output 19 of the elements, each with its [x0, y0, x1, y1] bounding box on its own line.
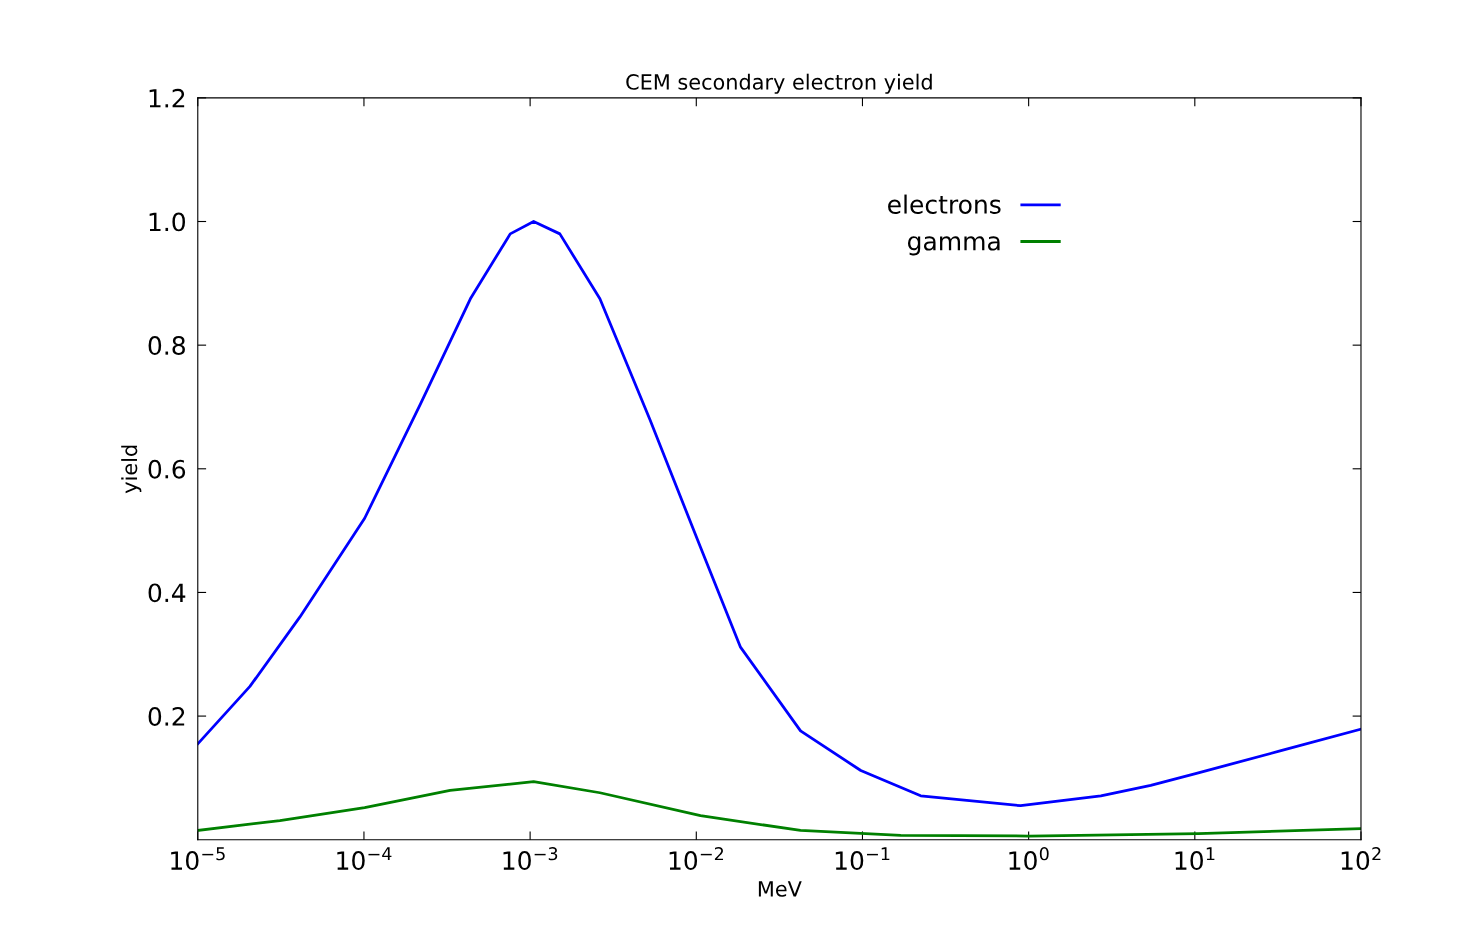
- y-tick-label: 0.2: [148, 707, 185, 726]
- x-axis-title: MeV: [758, 881, 802, 897]
- x-tick-label: 10$^{1}$: [1175, 847, 1215, 871]
- y-tick-label: 0.4: [148, 583, 186, 603]
- x-tick-label: 10$^{−2}$: [669, 847, 724, 870]
- y-tick-label: 0.6: [148, 459, 186, 479]
- x-tick-label: 10$^{−1}$: [835, 847, 890, 871]
- y-tick-label: 1.2: [149, 88, 185, 108]
- y-axis-title: yield: [121, 445, 142, 494]
- x-tick-label: 10$^{−3}$: [503, 847, 558, 870]
- legend-label: gamma: [907, 236, 1000, 256]
- x-tick-label: 10$^{0}$: [1009, 847, 1049, 870]
- x-tick-label: 10$^{−4}$: [337, 847, 392, 871]
- y-tick-label: 0.8: [148, 336, 185, 355]
- x-tick-label: 10$^{−5}$: [171, 847, 225, 871]
- y-tick-label: 1.0: [149, 212, 185, 232]
- legend-label: electrons: [888, 194, 1001, 214]
- x-tick-label: 10$^{2}$: [1341, 847, 1381, 870]
- chart-title: CEM secondary electron yield: [626, 73, 932, 94]
